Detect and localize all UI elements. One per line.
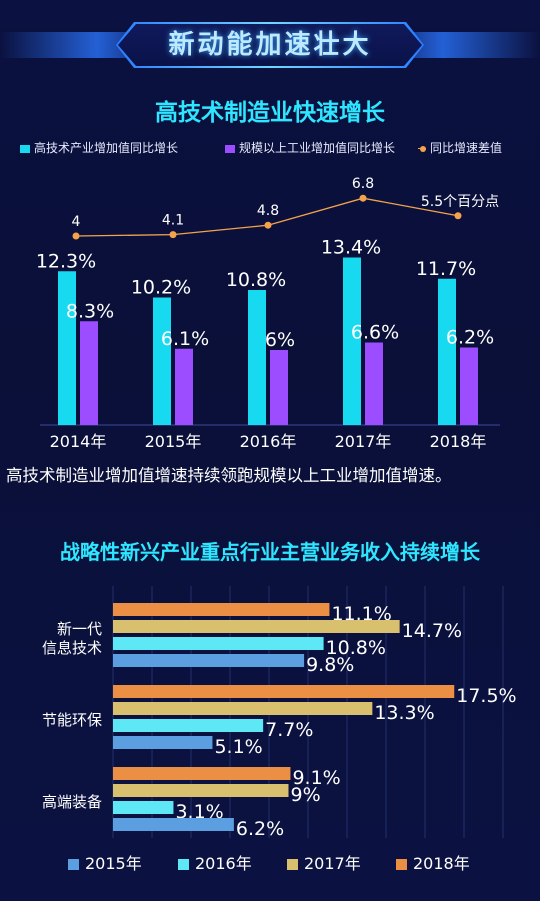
y-category-label: 节能环保	[42, 711, 102, 729]
diff-label: 6.8	[352, 176, 374, 192]
x-tick-label: 2015年	[145, 432, 202, 451]
diff-point	[359, 194, 367, 202]
hbar-2018年	[113, 603, 330, 616]
data-label-industrial: 6.1%	[161, 328, 209, 350]
diff-label: 4	[72, 214, 81, 230]
data-label-industrial: 6.6%	[351, 322, 399, 344]
y-category-label: 高端装备	[42, 793, 102, 811]
chart2-legend-item: 2018年	[396, 850, 470, 874]
data-label-high-tech: 10.8%	[226, 269, 286, 291]
hbar-value-label: 7.7%	[265, 719, 313, 741]
legend-label: 2016年	[195, 854, 252, 873]
data-label-high-tech: 10.2%	[131, 277, 191, 299]
legend-swatch	[396, 859, 407, 870]
diff-point	[454, 212, 462, 220]
bar-industrial	[80, 321, 98, 425]
bar-industrial	[175, 348, 193, 425]
chart1-note: 高技术制造业增加值增速持续领跑规模以上工业增加值增速。	[6, 466, 452, 485]
legend-label: 高技术产业增加值同比增长	[34, 141, 179, 155]
data-label-industrial: 6.2%	[446, 327, 494, 349]
bar-high-tech	[153, 297, 171, 425]
y-category-label: 新一代	[57, 620, 102, 638]
legend-label: 同比增速差值	[430, 141, 503, 155]
hbar-value-label: 9.8%	[306, 654, 354, 676]
hbar-value-label: 9%	[291, 784, 321, 806]
hbar-2016年	[113, 801, 174, 814]
diff-label: 4.1	[162, 213, 184, 229]
hbar-value-label: 17.5%	[456, 685, 516, 707]
bar-industrial	[270, 350, 288, 425]
legend-swatch-cyan	[20, 144, 30, 153]
hbar-value-label: 5.1%	[214, 736, 262, 758]
x-tick-label: 2018年	[430, 432, 487, 451]
hbar-value-label: 14.7%	[402, 620, 462, 642]
chart2-legend-item: 2016年	[178, 850, 252, 874]
bar-industrial	[365, 342, 383, 425]
chart1-legend-item-2: 规模以上工业增加值同比增长	[225, 139, 395, 156]
legend-dot	[420, 145, 426, 152]
chart1-title: 高技术制造业快速增长	[155, 100, 385, 126]
hbar-value-label: 13.3%	[374, 702, 434, 724]
bar-industrial	[460, 347, 478, 425]
hbar-2018年	[113, 685, 455, 698]
data-label-high-tech: 11.7%	[416, 258, 476, 280]
hbar-2016年	[113, 637, 324, 650]
bar-high-tech	[343, 257, 361, 425]
legend-swatch	[68, 859, 79, 870]
chart2-legend-item: 2015年	[68, 850, 142, 874]
chart2-title: 战略性新兴产业重点行业主营业务收入持续增长	[60, 540, 480, 564]
banner-plate	[118, 24, 422, 66]
diff-point	[169, 231, 177, 239]
chart2-legend: 2015年 2016年 2017年 2018年	[0, 850, 540, 874]
hbar-2015年	[113, 654, 305, 667]
bar-high-tech	[438, 278, 456, 425]
chart1-svg: 12.3% 8.3% 2014年 10.2% 6.1% 2015年 10.8% 6% 2016年…	[36, 176, 500, 451]
data-label-high-tech: 13.4%	[321, 237, 381, 259]
chart1-legend-item-3: 同比增速差值	[418, 139, 502, 156]
diff-point	[264, 221, 272, 229]
bar-high-tech	[248, 290, 266, 425]
data-label-industrial: 8.3%	[66, 300, 114, 322]
diff-label: 5.5个百分点	[421, 194, 499, 210]
chart2-legend-item: 2017年	[287, 850, 361, 874]
legend-swatch	[287, 859, 298, 870]
bar-high-tech	[58, 271, 76, 425]
hbar-2018年	[113, 767, 291, 780]
banner-title: 新动能加速壮大	[168, 30, 372, 60]
legend-label: 2015年	[85, 854, 142, 873]
hbar-2015年	[113, 818, 234, 831]
hbar-2017年	[113, 702, 373, 715]
hbar-value-label: 9.1%	[292, 767, 340, 789]
hbar-2017年	[113, 784, 289, 797]
x-tick-label: 2016年	[240, 432, 297, 451]
hbar-2017年	[113, 620, 400, 633]
hbar-value-label: 3.1%	[175, 801, 223, 823]
hbar-value-label: 10.8%	[326, 637, 386, 659]
diff-label: 4.8	[257, 203, 279, 219]
data-label-high-tech: 12.3%	[36, 250, 96, 272]
chart1-legend-item-1: 高技术产业增加值同比增长	[20, 139, 178, 156]
legend-label: 规模以上工业增加值同比增长	[239, 141, 396, 155]
legend-swatch-purple	[225, 144, 235, 153]
diff-point	[72, 232, 80, 240]
banner: 新动能加速壮大	[0, 14, 540, 76]
data-label-industrial: 6%	[265, 329, 295, 351]
x-tick-label: 2014年	[50, 432, 107, 451]
hbar-2015年	[113, 736, 213, 749]
hbar-value-label: 6.2%	[236, 818, 284, 840]
legend-label: 2018年	[413, 854, 470, 873]
x-tick-label: 2017年	[335, 432, 392, 451]
legend-label: 2017年	[304, 854, 361, 873]
legend-swatch	[178, 859, 189, 870]
hbar-value-label: 11.1%	[331, 603, 391, 625]
hbar-2016年	[113, 719, 264, 732]
y-category-label: 信息技术	[42, 639, 102, 657]
